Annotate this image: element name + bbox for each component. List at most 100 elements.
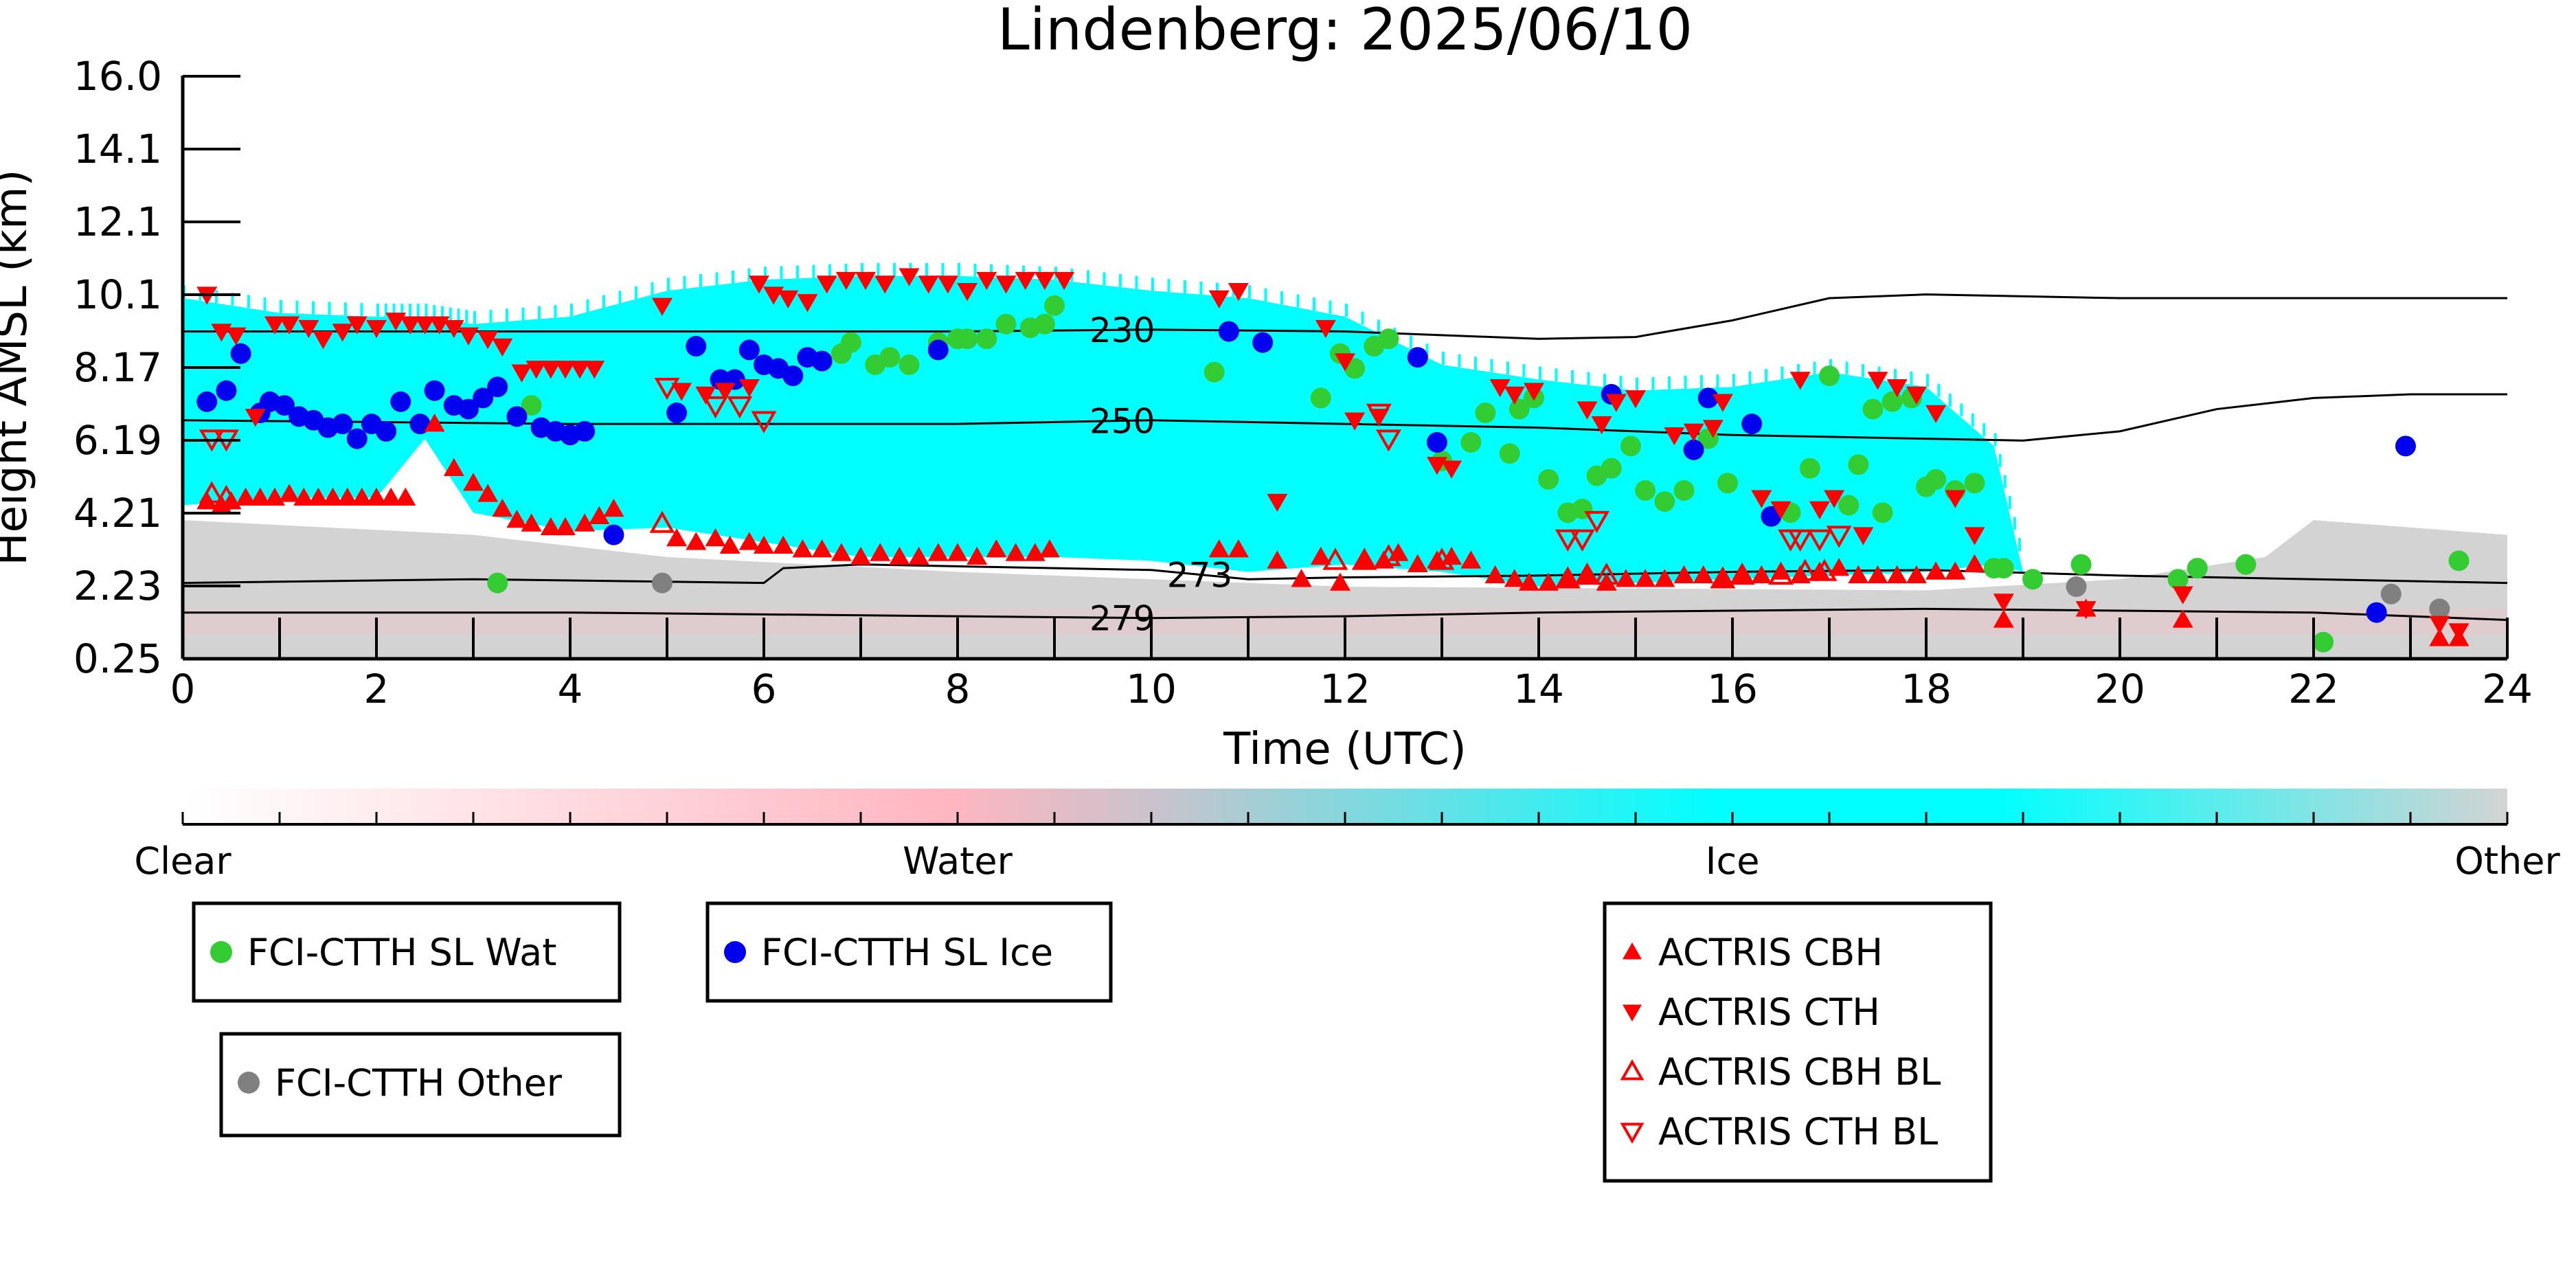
data-point: [1751, 490, 1772, 508]
data-point: [1853, 527, 1874, 545]
ice-streak: [1926, 374, 1929, 387]
ice-streak: [473, 310, 476, 324]
data-point: [2448, 550, 2470, 572]
data-point: [1034, 313, 1055, 335]
data-point: [1596, 572, 1617, 591]
ice-streak: [1716, 374, 1719, 388]
data-point: [1429, 547, 1455, 570]
ice-streak: [1135, 275, 1138, 289]
data-point: [521, 395, 542, 416]
data-point: [773, 535, 794, 554]
colorbar: Clear Water Ice Other: [134, 789, 2560, 883]
ice-streak: [1425, 343, 1429, 357]
ice-streak: [1361, 311, 1364, 325]
data-point: [651, 572, 673, 594]
x-tick-label: 6: [752, 666, 777, 712]
x-tick-label: 22: [2288, 666, 2339, 712]
ice-streak: [1971, 413, 1974, 427]
data-point: [1555, 566, 1581, 589]
data-point: [1267, 550, 1288, 569]
data-point: [1654, 491, 1675, 512]
x-tick-label: 24: [2482, 666, 2533, 712]
data-point: [2187, 558, 2208, 579]
data-point: [738, 379, 760, 398]
ice-streak: [812, 264, 815, 278]
data-point: [1925, 405, 1947, 423]
contour-label: 273: [1167, 556, 1232, 596]
legend-label: FCI-CTTH SL Wat: [247, 931, 556, 974]
data-point: [1787, 529, 1814, 552]
data-point: [1228, 539, 1249, 558]
series-actris-cbh-bl: [199, 481, 1838, 589]
data-point: [1354, 550, 1375, 569]
data-point: [1789, 372, 1811, 390]
ice-streak: [1937, 383, 1941, 397]
x-tick-label: 10: [1126, 666, 1177, 712]
data-point: [748, 275, 769, 294]
ice-streak: [392, 304, 396, 317]
ice-streak: [1377, 319, 1380, 333]
data-markers: [196, 268, 2470, 653]
data-point: [1335, 353, 1355, 372]
data-point: [1351, 547, 1377, 570]
data-point: [751, 411, 777, 433]
data-point: [1906, 565, 1927, 584]
ice-streak: [1103, 272, 1106, 286]
data-point: [782, 365, 804, 387]
x-tick-label: 20: [2094, 666, 2145, 712]
data-point: [1792, 558, 1818, 581]
y-tick-label: 8.17: [74, 344, 162, 391]
x-tick-label: 4: [558, 666, 583, 712]
data-point: [584, 361, 605, 379]
ice-streak: [416, 304, 420, 317]
data-point: [967, 546, 988, 565]
data-point: [414, 316, 436, 335]
data-point: [976, 328, 997, 350]
data-point: [1039, 539, 1060, 558]
x-tick-label: 2: [364, 666, 389, 712]
data-point: [889, 546, 910, 565]
data-point: [332, 414, 353, 435]
background-field: [183, 262, 2507, 659]
data-point: [473, 387, 494, 409]
data-point: [1005, 543, 1026, 561]
data-point: [1886, 379, 1908, 398]
ice-streak: [1894, 369, 1897, 383]
ice-streak: [449, 307, 452, 321]
data-point: [1993, 609, 2014, 628]
ice-streak: [747, 268, 751, 282]
data-point: [778, 290, 799, 309]
data-point: [249, 487, 271, 506]
ice-streak: [1458, 354, 1461, 368]
data-point: [214, 484, 239, 508]
data-point: [1426, 432, 1447, 453]
data-point: [1882, 391, 1903, 412]
data-point: [1504, 386, 1525, 405]
data-point: [1366, 403, 1392, 426]
ice-streak: [1539, 366, 1541, 380]
ice-streak: [1587, 372, 1590, 385]
ice-streak: [618, 291, 622, 304]
data-point: [870, 543, 891, 561]
data-point: [2022, 569, 2044, 590]
data-point: [1635, 480, 1656, 501]
ice-streak: [1199, 281, 1203, 295]
legend-marker: [1620, 1059, 1645, 1081]
data-point: [603, 524, 624, 545]
y-tick-label: 14.1: [74, 126, 162, 172]
x-tick-label: 16: [1707, 666, 1758, 712]
data-point: [705, 528, 726, 547]
data-point: [574, 513, 596, 532]
data-point: [1848, 454, 1869, 475]
ice-streak: [400, 304, 404, 317]
data-point: [477, 331, 499, 350]
colorbar-label: Water: [903, 839, 1013, 883]
ice-streak: [1700, 375, 1703, 389]
data-point: [1460, 432, 1482, 453]
data-point: [2172, 586, 2193, 605]
data-point: [1557, 569, 1579, 587]
data-point: [1867, 372, 1888, 390]
data-point: [196, 491, 218, 510]
data-point: [986, 539, 1007, 558]
